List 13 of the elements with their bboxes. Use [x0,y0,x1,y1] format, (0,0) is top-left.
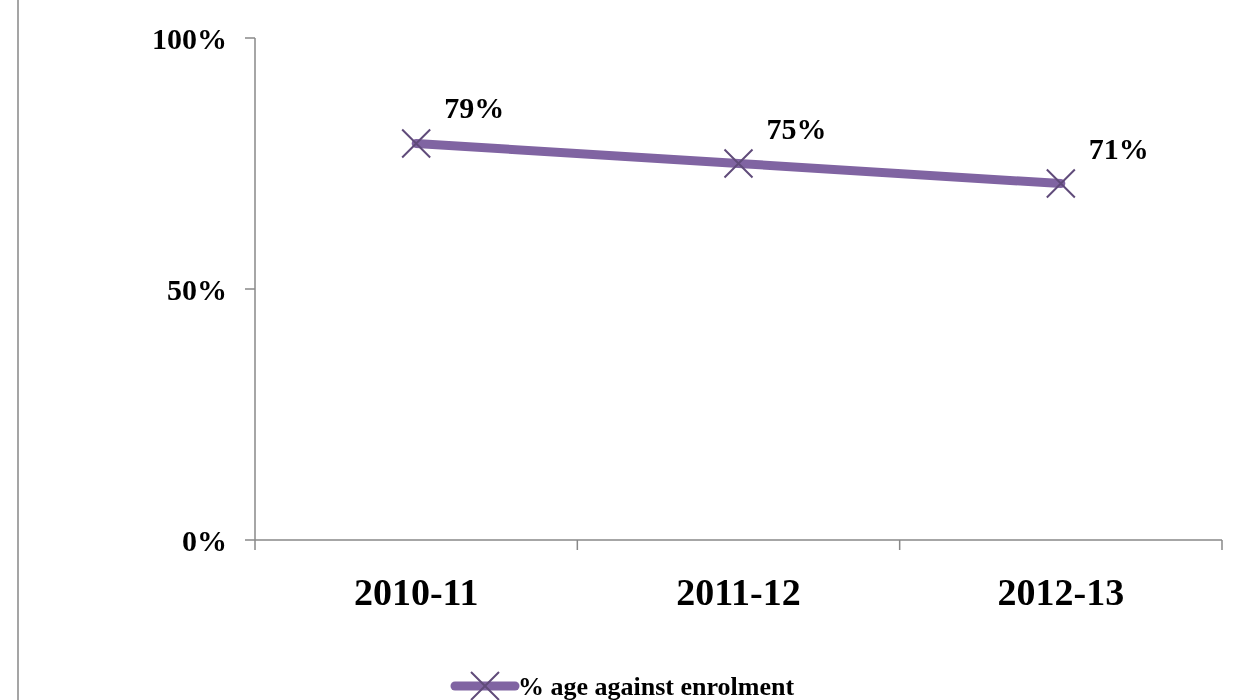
x-tick-label: 2010-11 [353,571,479,613]
legend-label: % age against enrolment [518,672,795,700]
data-label: 75% [766,111,827,145]
y-tick-label: 0% [182,523,227,557]
point [723,148,754,179]
x-tick-label: 2012-13 [997,571,1125,613]
data-label: 71% [1088,131,1149,165]
point [1045,168,1076,199]
point [401,128,432,159]
y-tick-label: 100% [152,21,227,55]
x-tick-label: 2011-12 [676,571,801,613]
data-label: 79% [444,91,505,125]
y-tick-label: 50% [167,272,227,306]
